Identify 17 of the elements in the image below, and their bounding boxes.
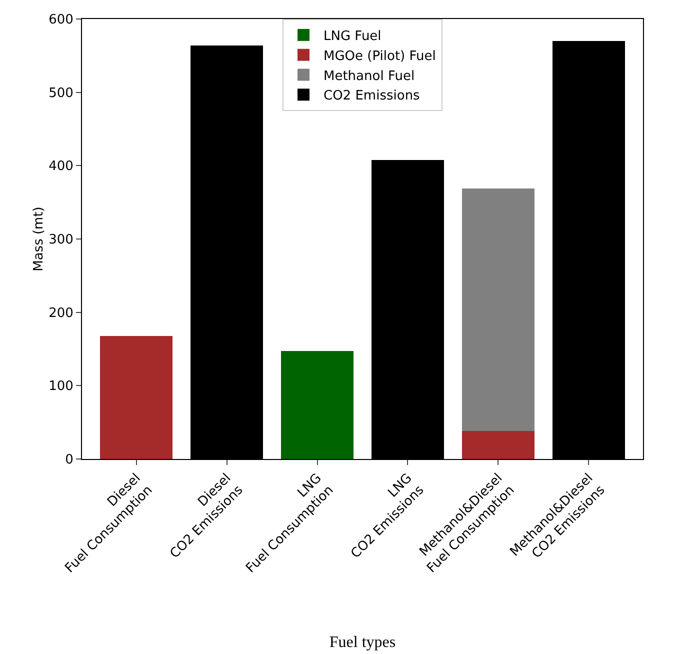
y-tick-label: 500 — [48, 86, 74, 101]
x-axis-title: Fuel types — [329, 634, 396, 651]
y-tick-label: 100 — [48, 379, 74, 394]
y-tick-label: 400 — [48, 159, 74, 174]
y-tick-label: 300 — [48, 232, 74, 248]
bar — [281, 351, 354, 459]
legend-label: CO2 Emissions — [324, 88, 420, 104]
y-axis-title: Mass (mt) — [32, 206, 47, 272]
legend-label: LNG Fuel — [324, 29, 382, 44]
legend-label: MGOe (Pilot) Fuel — [324, 48, 436, 64]
bar — [100, 336, 172, 459]
bar — [462, 431, 534, 459]
y-tick-label: 200 — [48, 306, 74, 321]
bar — [462, 188, 534, 432]
y-tick-label: 0 — [65, 452, 74, 468]
y-tick-label: 600 — [48, 12, 74, 28]
legend-label: Methanol Fuel — [324, 68, 415, 84]
